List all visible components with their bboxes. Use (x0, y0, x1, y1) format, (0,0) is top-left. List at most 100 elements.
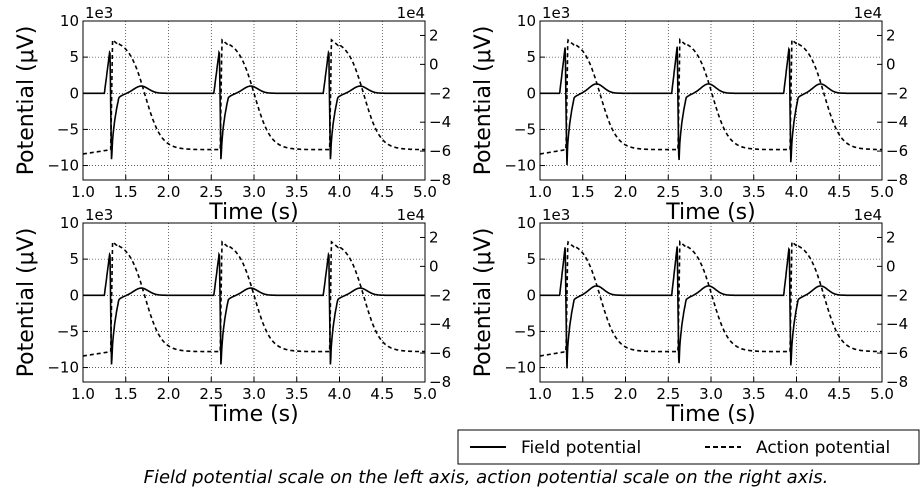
x-tick-label: 4.0 (328, 183, 352, 201)
y-right-tick-label: −2 (886, 286, 908, 304)
y-right-tick-label: 0 (886, 55, 896, 73)
x-tick-label: 3.5 (742, 183, 766, 201)
x-tick-label: 1.5 (571, 183, 595, 201)
x-tick-label: 4.0 (785, 385, 809, 403)
x-tick-label: 1.0 (528, 385, 552, 403)
legend-action-label: Action potential (756, 438, 890, 458)
y-right-tick-label: −6 (429, 344, 451, 362)
y-right-tick-label: −4 (886, 113, 908, 131)
caption: Field potential scale on the left axis, … (144, 467, 829, 488)
x-tick-label: 2.5 (656, 183, 680, 201)
y-right-tick-label: −8 (429, 373, 451, 391)
x-tick-label: 4.5 (827, 385, 851, 403)
y-axis-label: Potential (μV) (14, 26, 39, 176)
y-left-tick-label: −5 (57, 120, 79, 138)
y-right-tick-label: 2 (886, 26, 896, 44)
x-tick-label: 3.5 (285, 385, 309, 403)
x-scale-label: 1e3 (85, 4, 113, 22)
subplot-2: 1.0 1.5 2.0 2.5 3.0 3.5 4.0 4.5 5.0 10 5 0 −5 −10 2 0 −2… (471, 4, 908, 225)
y-left-tick-label: 10 (517, 214, 536, 232)
x-scale-label: 1e3 (542, 4, 570, 22)
y-right-tick-label: −8 (886, 373, 908, 391)
y-right-tick-label: −6 (886, 142, 908, 160)
x-tick-label: 2.0 (614, 385, 638, 403)
y-right-tick-label: −4 (429, 113, 451, 131)
x-tick-label: 4.0 (785, 183, 809, 201)
subplot-1: 1.0 1.5 2.0 2.5 3.0 3.5 4.0 4.5 5.0 10 5 0 −5 −10 2 0 −2… (14, 4, 451, 225)
y-right-tick-label: −2 (429, 84, 451, 102)
y-left-tick-label: 10 (60, 214, 79, 232)
x-axis-label: Time (s) (665, 402, 755, 427)
y-right-tick-label: −8 (429, 171, 451, 189)
y-right-tick-label: 0 (886, 257, 896, 275)
y-right-tick-label: −4 (886, 315, 908, 333)
x-tick-label: 4.0 (328, 385, 352, 403)
y-right-tick-label: 2 (429, 228, 439, 246)
y-axis-label: Potential (μV) (471, 228, 496, 378)
x-tick-label: 1.5 (114, 183, 138, 201)
y-right-tick-label: 0 (429, 257, 439, 275)
x-tick-label: 2.5 (656, 385, 680, 403)
y-right-tick-label: −8 (886, 171, 908, 189)
x-tick-label: 1.5 (114, 385, 138, 403)
x-tick-label: 2.5 (199, 183, 223, 201)
y-right-scale-label: 1e4 (397, 206, 425, 224)
legend-field-label: Field potential (521, 438, 641, 458)
y-right-tick-label: −2 (886, 84, 908, 102)
x-tick-label: 4.5 (827, 183, 851, 201)
x-scale-label: 1e3 (85, 206, 113, 224)
x-tick-label: 1.5 (571, 385, 595, 403)
y-left-tick-label: 0 (526, 286, 536, 304)
y-left-tick-label: 0 (69, 84, 79, 102)
x-tick-label: 1.0 (71, 385, 95, 403)
x-axis-label: Time (s) (665, 200, 755, 225)
y-left-tick-label: −10 (504, 359, 536, 377)
x-tick-label: 2.0 (157, 183, 181, 201)
y-left-tick-label: 0 (526, 84, 536, 102)
y-left-tick-label: −10 (47, 359, 79, 377)
x-tick-label: 3.0 (242, 385, 266, 403)
x-tick-label: 2.0 (157, 385, 181, 403)
y-right-tick-label: 2 (886, 228, 896, 246)
x-tick-label: 2.5 (199, 385, 223, 403)
x-tick-label: 3.5 (742, 385, 766, 403)
subplot-4: 1.0 1.5 2.0 2.5 3.0 3.5 4.0 4.5 5.0 10 5 0 −5 −10 2 0 −2… (471, 206, 908, 427)
y-left-tick-label: 5 (69, 48, 79, 66)
y-right-scale-label: 1e4 (854, 206, 882, 224)
x-tick-label: 4.5 (370, 385, 394, 403)
y-left-tick-label: −10 (504, 157, 536, 175)
y-left-tick-label: −5 (514, 120, 536, 138)
x-scale-label: 1e3 (542, 206, 570, 224)
y-right-tick-label: 2 (429, 26, 439, 44)
y-left-tick-label: 5 (526, 48, 536, 66)
x-tick-label: 3.5 (285, 183, 309, 201)
y-right-scale-label: 1e4 (854, 4, 882, 22)
y-axis-label: Potential (μV) (14, 228, 39, 378)
x-axis-label: Time (s) (208, 200, 298, 225)
x-tick-label: 3.0 (699, 183, 723, 201)
y-right-tick-label: 0 (429, 55, 439, 73)
x-tick-label: 3.0 (242, 183, 266, 201)
x-tick-label: 1.0 (71, 183, 95, 201)
x-axis-label: Time (s) (208, 402, 298, 427)
y-left-tick-label: −10 (47, 157, 79, 175)
y-left-tick-label: −5 (57, 322, 79, 340)
y-right-tick-label: −6 (429, 142, 451, 160)
y-left-tick-label: 5 (69, 250, 79, 268)
y-left-tick-label: 10 (517, 12, 536, 30)
y-right-tick-label: −6 (886, 344, 908, 362)
subplot-3: 1.0 1.5 2.0 2.5 3.0 3.5 4.0 4.5 5.01050−5−1020−2… (14, 206, 451, 427)
y-left-tick-label: 10 (60, 12, 79, 30)
y-left-tick-label: −5 (514, 322, 536, 340)
x-tick-label: 3.0 (699, 385, 723, 403)
x-tick-label: 2.0 (614, 183, 638, 201)
y-right-scale-label: 1e4 (397, 4, 425, 22)
y-right-tick-label: −4 (429, 315, 451, 333)
y-left-tick-label: 0 (69, 286, 79, 304)
legend: Field potential Action potential (458, 430, 919, 464)
y-left-tick-label: 5 (526, 250, 536, 268)
x-tick-label: 1.0 (528, 183, 552, 201)
y-right-tick-label: −2 (429, 286, 451, 304)
x-tick-label: 4.5 (370, 183, 394, 201)
